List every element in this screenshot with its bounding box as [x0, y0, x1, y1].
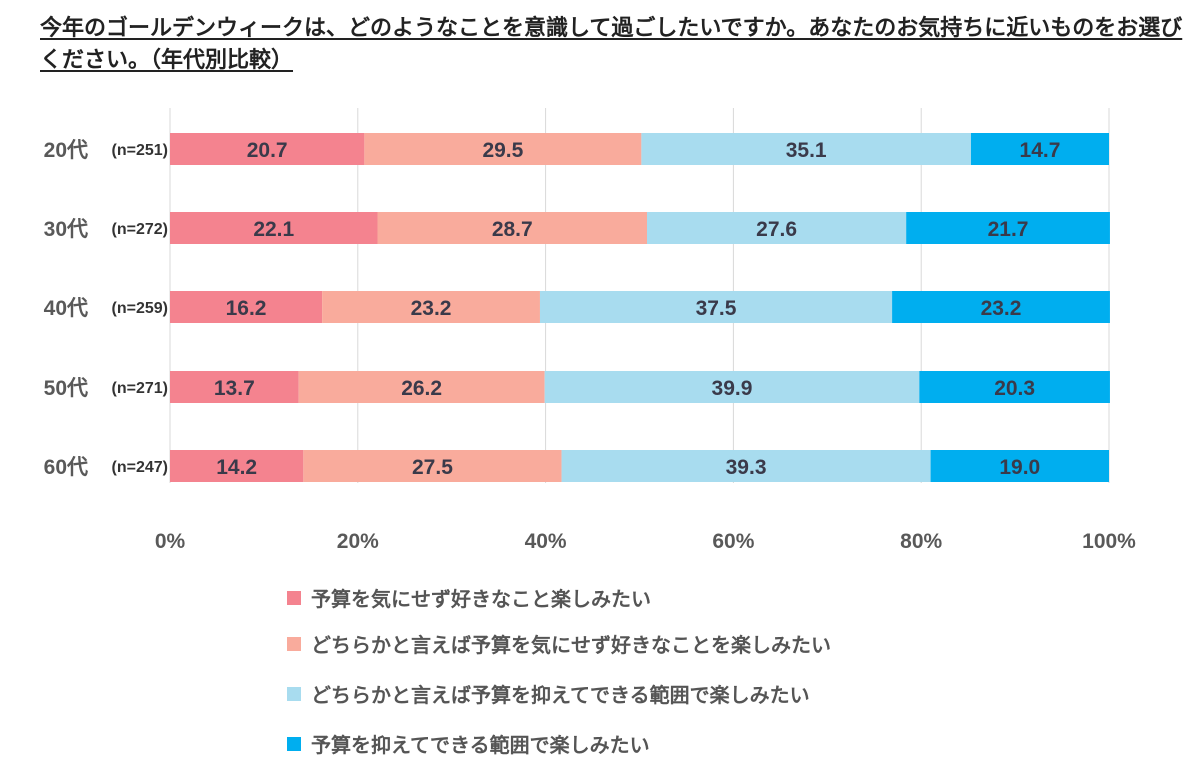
bar-segment: [647, 212, 907, 244]
bar-segment: [930, 450, 1109, 482]
data-label: 16.2: [226, 297, 267, 320]
x-tick-label: 0%: [155, 530, 186, 553]
legend-label: どちらかと言えば予算を抑えてできる範囲で楽しみたい: [311, 685, 810, 707]
data-label: 26.2: [401, 377, 442, 400]
data-label: 23.2: [411, 297, 452, 320]
data-label: 21.7: [988, 218, 1029, 241]
x-tick-label: 60%: [712, 530, 754, 553]
data-label: 19.0: [999, 456, 1040, 479]
category-label: 40代: [44, 297, 88, 320]
chart-title: 今年のゴールデンウィークは、どのようなことを意識して過ごしたいですか。あなたのお…: [40, 15, 1183, 72]
legend-swatch: [287, 636, 301, 651]
data-label: 14.7: [1020, 139, 1061, 162]
sample-size-label: (n=259): [112, 300, 168, 317]
legend-label: 予算を気にせず好きなこと楽しみたい: [311, 589, 651, 611]
bar-segment: [539, 291, 893, 323]
bar-segment: [906, 212, 1110, 244]
bar-segment: [170, 291, 323, 323]
data-label: 29.5: [482, 139, 523, 162]
sample-size-label: (n=271): [112, 380, 168, 397]
category-label: 50代: [44, 377, 88, 400]
data-label: 39.3: [726, 456, 767, 479]
bar-segment: [377, 212, 648, 244]
data-label: 39.9: [712, 377, 753, 400]
data-label: 22.1: [253, 218, 294, 241]
data-label: 14.2: [216, 456, 257, 479]
data-label: 13.7: [214, 377, 255, 400]
legend-swatch: [287, 686, 301, 701]
data-label: 35.1: [786, 139, 827, 162]
x-tick-label: 20%: [337, 530, 379, 553]
sample-size-label: (n=272): [112, 221, 168, 238]
legend-item: どちらかと言えば予算を抑えてできる範囲で楽しみたい: [287, 679, 810, 708]
bar-segment: [641, 133, 971, 165]
data-label: 28.7: [492, 218, 533, 241]
bar-segment: [298, 371, 545, 403]
bar-segment: [892, 291, 1110, 323]
bar-segment: [170, 450, 304, 482]
legend-item: 予算を気にせず好きなこと楽しみたい: [287, 583, 651, 612]
legend-swatch: [287, 590, 301, 605]
bar-segment: [322, 291, 540, 323]
category-label: 30代: [44, 218, 88, 241]
bar-segment: [170, 212, 378, 244]
legend-label: 予算を抑えてできる範囲で楽しみたい: [311, 735, 650, 757]
legend-item: 予算を抑えてできる範囲で楽しみたい: [287, 729, 650, 758]
sample-size-label: (n=247): [112, 459, 168, 476]
bar-segment: [303, 450, 562, 482]
legend-label: どちらかと言えば予算を気にせず好きなことを楽しみたい: [311, 635, 831, 657]
bar-segment: [919, 371, 1110, 403]
bar-segment: [970, 133, 1109, 165]
bar-segment: [170, 371, 299, 403]
x-tick-label: 100%: [1082, 530, 1136, 553]
category-label: 20代: [44, 139, 88, 162]
data-label: 27.6: [756, 218, 797, 241]
data-label: 20.3: [994, 377, 1035, 400]
sample-size-label: (n=251): [112, 142, 168, 159]
bar-segment: [170, 133, 365, 165]
legend-item: どちらかと言えば予算を気にせず好きなことを楽しみたい: [287, 629, 831, 658]
data-label: 37.5: [696, 297, 737, 320]
data-label: 27.5: [412, 456, 453, 479]
data-label: 20.7: [247, 139, 288, 162]
x-tick-label: 40%: [525, 530, 567, 553]
x-tick-label: 80%: [900, 530, 942, 553]
category-label: 60代: [44, 456, 88, 479]
bar-segment: [561, 450, 931, 482]
bar-segment: [364, 133, 642, 165]
legend-swatch: [287, 736, 301, 751]
data-label: 23.2: [981, 297, 1022, 320]
bar-segment: [544, 371, 920, 403]
